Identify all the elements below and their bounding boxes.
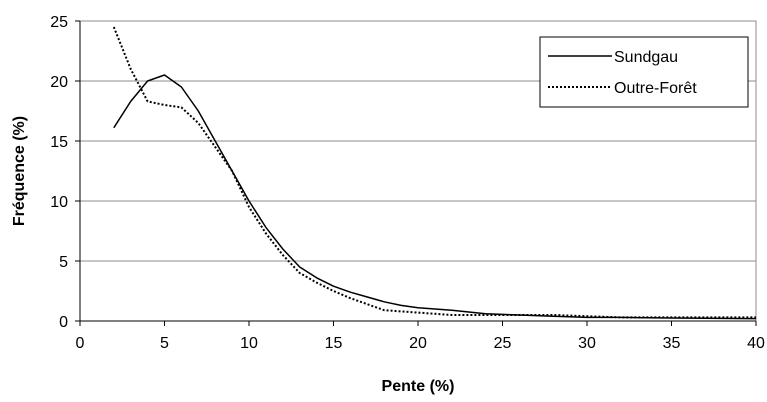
x-tick-label: 20 (409, 335, 427, 352)
y-tick-label: 20 (50, 74, 68, 91)
series-lines (112, 26, 757, 320)
x-tick-label: 10 (240, 335, 258, 352)
x-tick-label: 5 (160, 335, 169, 352)
legend-label: Sundgau (614, 49, 678, 66)
y-tick-label: 10 (50, 194, 68, 211)
legend-label: Outre-Forêt (614, 80, 697, 97)
x-axis-title: Pente (%) (382, 378, 455, 395)
y-tick-label: 0 (59, 314, 68, 331)
y-axis-title: Fréquence (%) (11, 116, 28, 226)
x-tick-label: 35 (663, 335, 681, 352)
y-tick-label: 25 (50, 14, 68, 31)
x-tick-label: 0 (76, 335, 85, 352)
x-tick-label: 40 (747, 335, 765, 352)
y-tick-label: 5 (59, 254, 68, 271)
series-line-sundgau (113, 74, 757, 320)
x-tick-label: 30 (578, 335, 596, 352)
x-tick-label: 15 (325, 335, 343, 352)
legend-box (539, 36, 749, 108)
axes: 0 5 10 15 20 25 0 5 10 15 20 25 30 35 40 (50, 14, 765, 352)
legend: Sundgau Outre-Forêt (539, 36, 749, 108)
y-tick-label: 15 (50, 134, 68, 151)
x-tick-label: 25 (494, 335, 512, 352)
